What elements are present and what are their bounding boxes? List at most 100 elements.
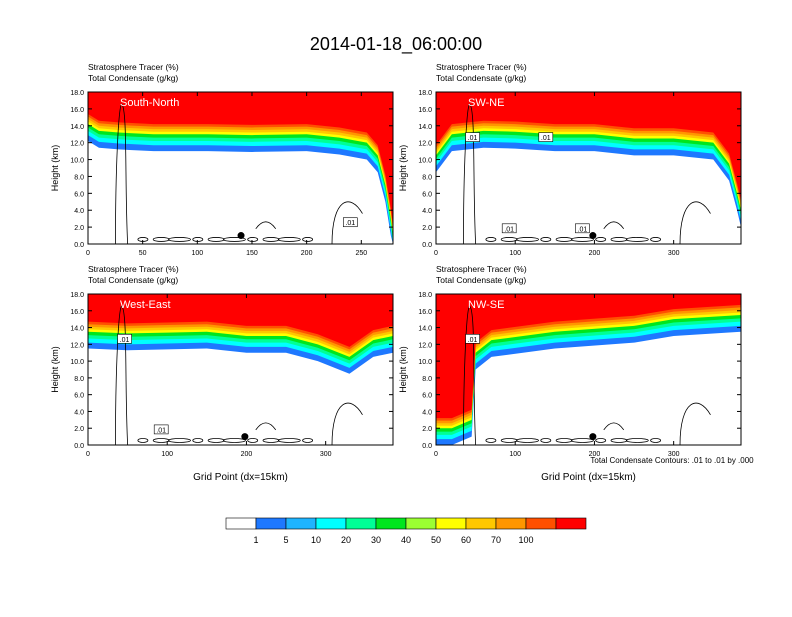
y-axis-label: Height (km) [398,145,408,192]
panels: .01 South-North 0.0 2.0 4.0 6.0 8.0 10.0 12.0 14.… [50,62,742,483]
panel-title-line1: Stratosphere Tracer (%) [436,62,527,72]
contour-label-box [465,132,480,142]
contour-cell [255,422,277,431]
contour-cell [255,221,277,230]
tracer-field: .01 .01 [88,294,393,445]
plot-frame [435,91,742,245]
contour-low-cloud [277,438,301,443]
tracer-band-11 [436,294,741,419]
contour-low-cloud [302,237,314,242]
contour-low-cloud [650,438,661,443]
contour-cell [331,402,363,445]
y-tick-label: 14.0 [70,326,84,333]
contour-low-cloud [152,438,170,443]
colorbar: 1 5 10 20 30 40 50 60 70 100 [225,517,587,545]
x-tick-label: 200 [589,451,601,458]
contour-low-cloud [168,438,191,443]
contour-low-cloud [137,438,149,443]
colorbar-swatch [525,517,557,530]
plot-frame [87,91,394,245]
y-tick-label: 12.0 [70,342,84,349]
location-marker [589,232,597,240]
x-tick-label: 200 [589,250,601,257]
y-tick-label: 6.0 [74,191,84,198]
x-tick-label: 100 [191,250,203,257]
contour-low-cloud [540,438,552,443]
x-tick-label: 50 [139,250,147,257]
contour-low-cloud [302,438,314,443]
y-tick-label: 16.0 [418,107,432,114]
tracer-band-11 [88,92,393,226]
plot-frame [87,293,394,446]
contour-low-cloud [485,438,497,443]
y-tick-label: 10.0 [70,158,84,165]
colorbar-swatch [315,517,347,530]
y-tick-label: 12.0 [418,141,432,148]
location-marker [589,433,597,441]
x-tick-label: 300 [320,451,332,458]
contour-low-cloud [262,237,280,242]
panel-sw-ne: .01 .01 .01 .01 SW-NE 0.0 2.0 4.0 6.0 8.0 10.0 12.0… [398,62,742,257]
contour-label: .01 [468,135,478,142]
condensate-contours [463,103,711,244]
x-axis-label: Grid Point (dx=15km) [541,472,636,483]
cross-section-label: West-East [120,299,171,311]
contour-low-cloud [595,438,607,443]
contour-tower [115,103,129,244]
contour-cell [603,422,625,431]
x-axis-label: Grid Point (dx=15km) [193,472,288,483]
contour-label: .01 [541,135,551,142]
contour-low-cloud [207,438,225,443]
contour-low-cloud [500,237,518,242]
panel-south-north: .01 South-North 0.0 2.0 4.0 6.0 8.0 10.0 12.0 14.… [50,62,394,257]
x-tick-label: 100 [509,451,521,458]
panel-title-line1: Stratosphere Tracer (%) [88,62,179,72]
y-tick-label: 6.0 [422,393,432,400]
panel-west-east: .01 .01 West-East 0.0 2.0 4.0 6.0 8.0 10.0 12.0 14… [50,264,394,483]
y-tick-label: 0.0 [422,242,432,249]
panel-title-line2: Total Condensate (g/kg) [436,73,526,83]
y-tick-label: 2.0 [422,426,432,433]
contour-low-cloud [192,438,204,443]
contour-cell [331,201,363,244]
y-tick-label: 2.0 [74,426,84,433]
contour-label-box [153,424,169,435]
y-tick-label: 14.0 [70,124,84,131]
x-tick-label: 0 [434,250,438,257]
x-tick-label: 0 [86,250,90,257]
contour-low-cloud [540,237,552,242]
contour-low-cloud [247,237,259,242]
y-tick-label: 12.0 [418,342,432,349]
cross-section-label: SW-NE [468,97,504,109]
contour-low-cloud [222,237,246,242]
y-tick-label: 10.0 [418,158,432,165]
contour-label: .01 [504,226,514,233]
tracer-band-11 [436,92,741,201]
colorbar-label: 40 [401,535,411,545]
y-tick-label: 12.0 [70,141,84,148]
y-axis-label: Height (km) [50,145,60,192]
contour-low-cloud [650,237,661,242]
contour-low-cloud [262,438,280,443]
y-axis-label: Height (km) [50,346,60,393]
colorbar-label: 70 [491,535,501,545]
y-tick-label: 16.0 [70,309,84,316]
panel-title-line1: Stratosphere Tracer (%) [88,264,179,274]
y-tick-label: 18.0 [70,90,84,97]
y-tick-label: 6.0 [74,393,84,400]
contour-tower [463,305,477,445]
contour-low-cloud [555,438,573,443]
y-tick-label: 2.0 [422,225,432,232]
contour-low-cloud [277,237,301,242]
x-tick-label: 250 [355,250,367,257]
colorbar-label: 50 [431,535,441,545]
colorbar-label: 20 [341,535,351,545]
contour-low-cloud [152,237,170,242]
tracer-band-10 [88,92,393,228]
contour-low-cloud [516,237,539,242]
contour-low-cloud [516,438,539,443]
x-tick-label: 150 [246,250,258,257]
colorbar-swatch [405,517,437,530]
